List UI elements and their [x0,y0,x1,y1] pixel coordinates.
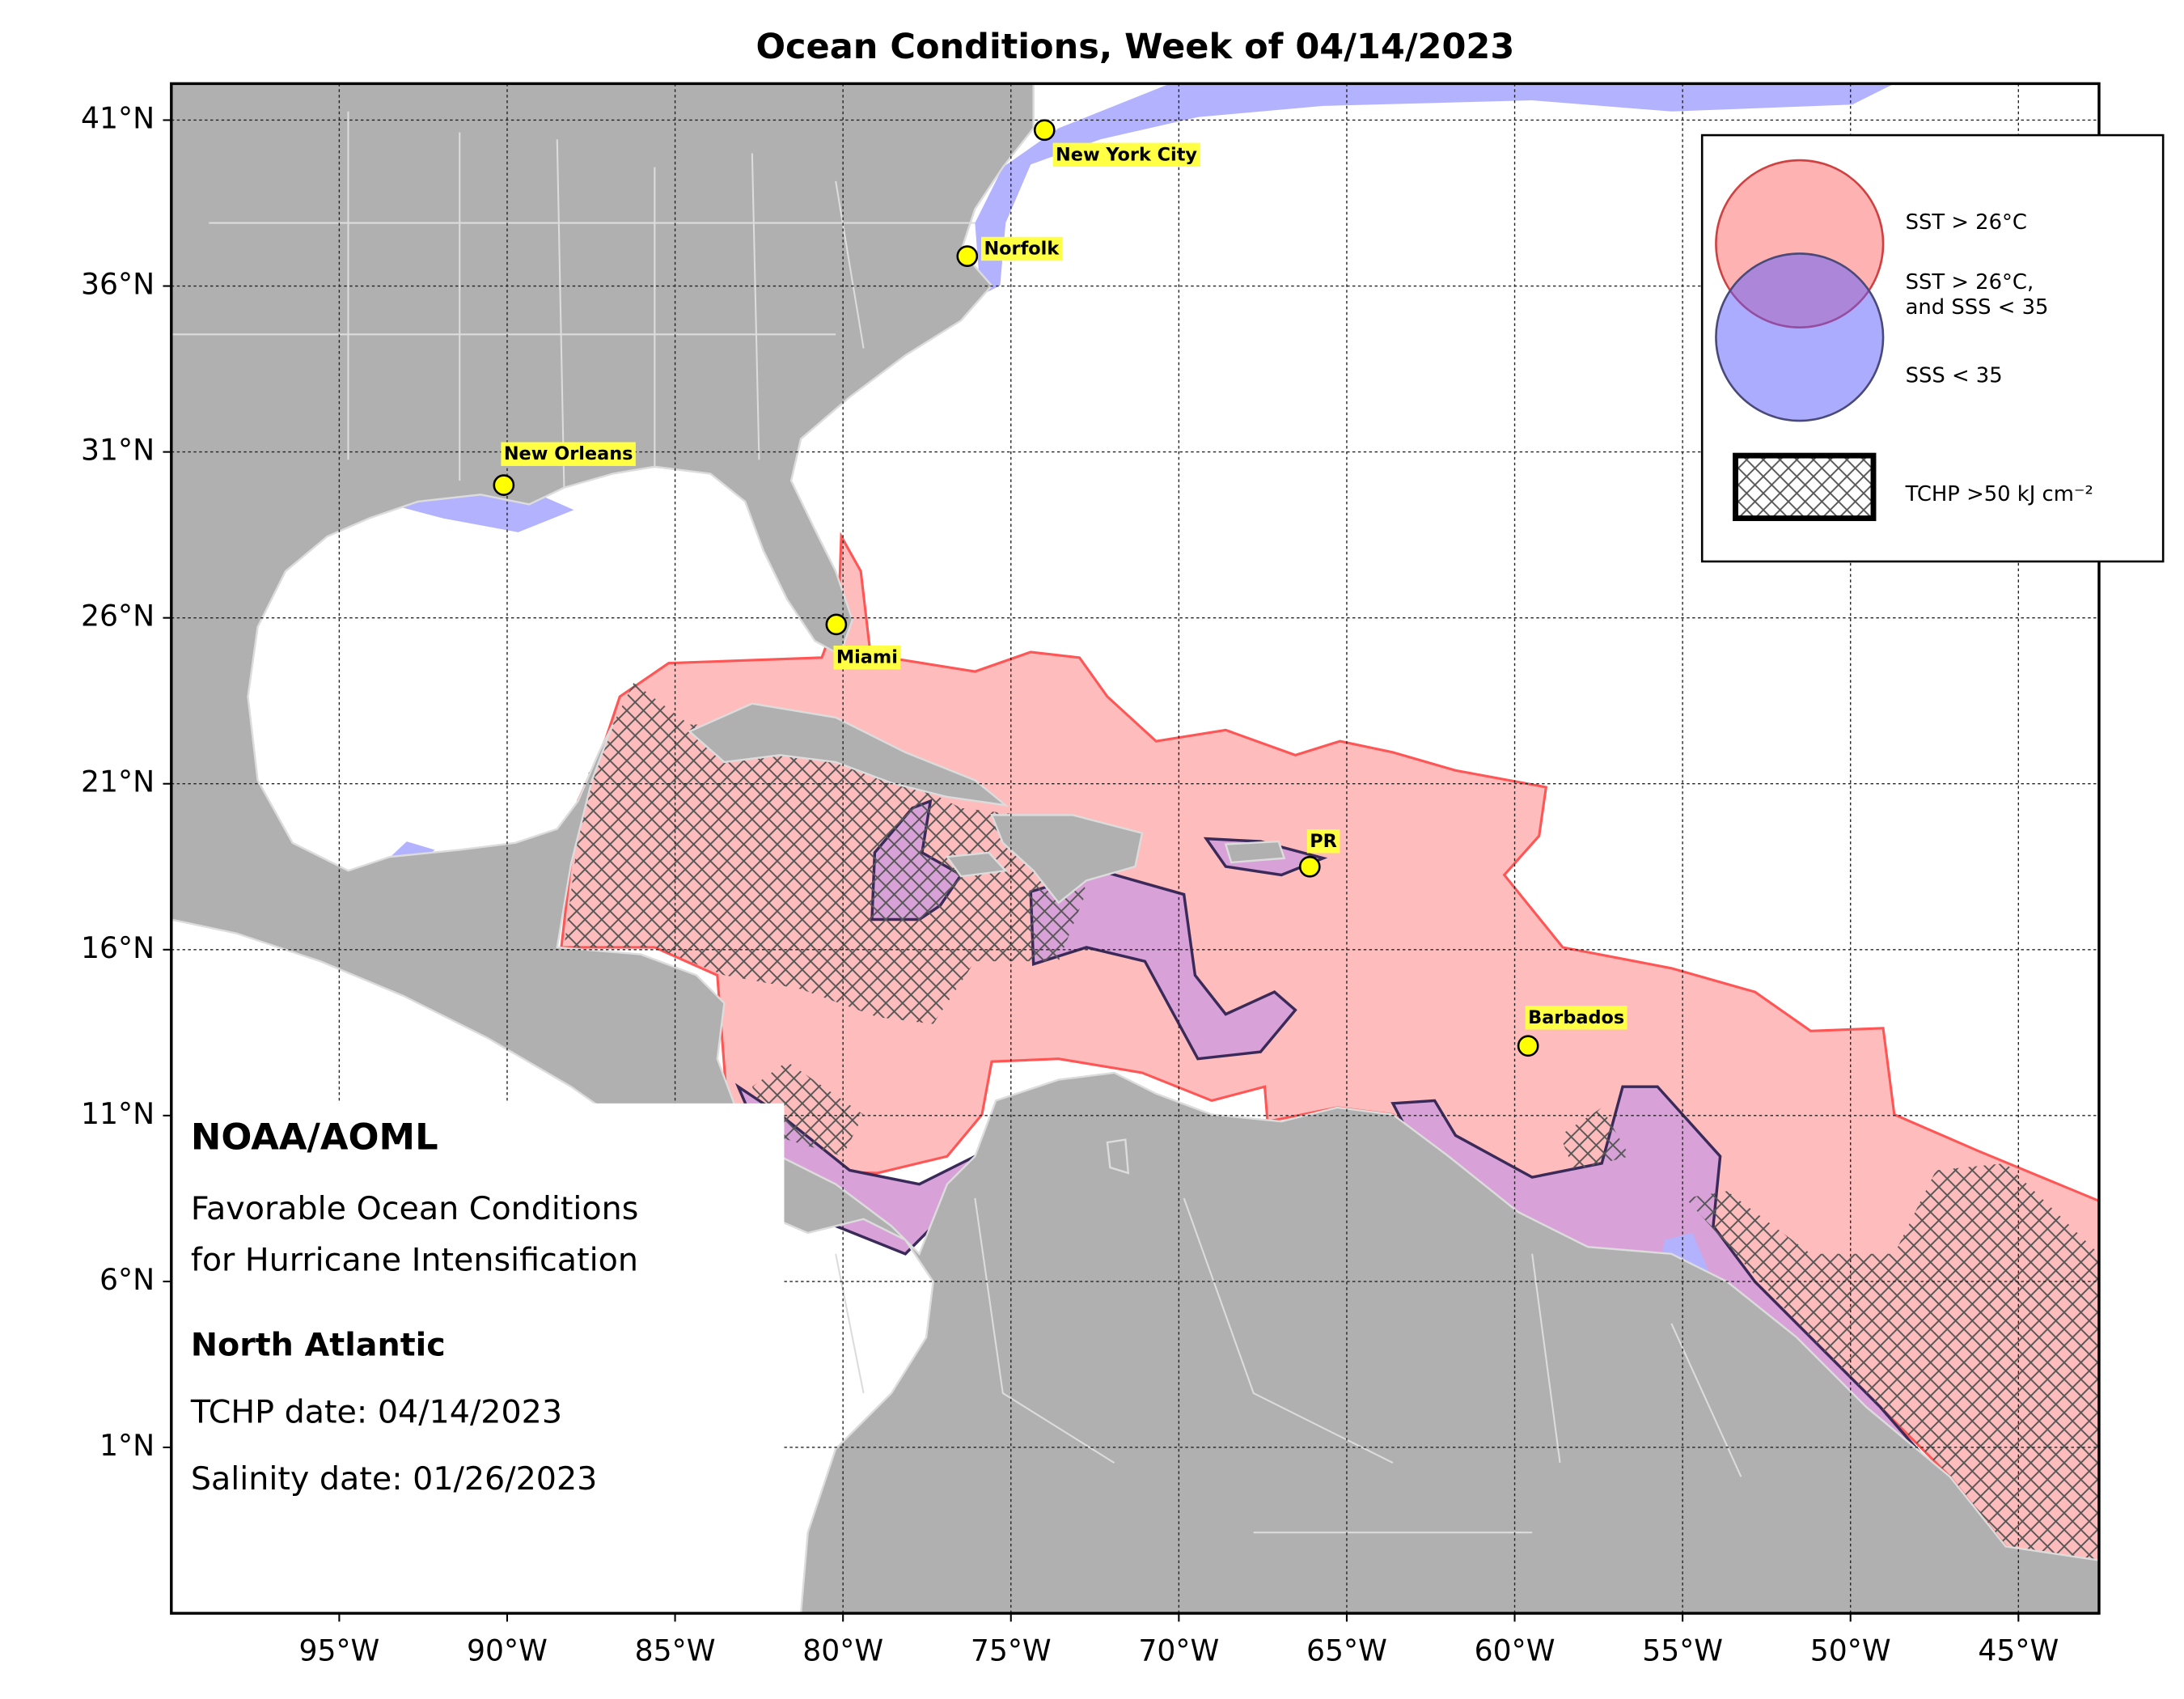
city-label-bg [833,645,901,670]
y-tick-label: 16°N [81,930,154,965]
tchp-date: TCHP date: 04/14/2023 [190,1393,562,1430]
y-tick-label: 6°N [99,1262,154,1297]
y-tick-label: 1°N [99,1428,154,1463]
y-tick-label: 21°N [81,765,154,799]
legend-label: SST > 26°C [1906,210,2027,235]
land-mass [171,83,2099,1614]
sss-region [975,83,1894,296]
city-marker [825,613,848,636]
city-label: Miami [836,647,898,668]
city-marker [1517,1035,1539,1057]
y-tick-label: 36°N [81,267,154,302]
jamaica [945,851,1008,878]
subtitle-line: Favorable Ocean Conditions [191,1190,638,1227]
city-marker [1033,119,1056,142]
city-label: PR [1310,831,1337,852]
puerto-rico [1224,840,1286,864]
x-tick-label: 85°W [635,1633,716,1667]
city-label-bg [501,442,636,466]
annotation-box [171,1103,785,1614]
city-marker [493,474,515,496]
salinity-date: Salinity date: 01/26/2023 [191,1460,597,1498]
region-label: North Atlantic [191,1327,446,1364]
map-frame [170,82,2101,1615]
tchp-region [564,682,1087,1024]
borders [171,111,1742,1534]
city-label-bg [1052,142,1200,167]
y-tick-label: 31°N [81,433,154,468]
x-tick-label: 60°W [1475,1633,1555,1667]
x-tick-label: 50°W [1810,1633,1891,1667]
city-label: New Orleans [504,443,633,464]
x-tick-label: 45°W [1978,1633,2059,1667]
org-label: NOAA/AOML [191,1116,438,1159]
city-label-bg [981,236,1063,261]
x-tick-label: 65°W [1306,1633,1387,1667]
sst-sss-region [1029,869,1297,1061]
y-tick-label: 26°N [81,599,154,633]
trinidad [1106,1138,1130,1175]
city-marker [956,245,979,267]
city-label-bg [1306,829,1340,854]
legend-label: SSS < 35 [1906,363,2003,388]
city-label: New York City [1056,144,1197,165]
cuba [688,702,1009,807]
x-tick-label: 95°W [298,1633,379,1667]
city-label-bg [1525,1006,1627,1030]
legend-label: SST > 26°C, [1906,270,2034,294]
y-tick-label: 11°N [81,1096,154,1131]
y-tick-label: 41°N [81,100,154,135]
subtitle-line: for Hurricane Intensification [191,1242,638,1279]
tchp-region [1685,1163,2099,1574]
x-tick-label: 70°W [1138,1633,1219,1667]
grid [171,83,2099,1614]
legend-tchp-swatch [1733,452,1877,522]
legend-sss-swatch [1715,252,1885,422]
legend-label: TCHP >50 kJ cm⁻² [1905,482,2093,506]
x-tick-label: 75°W [971,1633,1052,1667]
axis-ticks: 95°W 90°W 85°W 80°W 75°W 70°W 65°W 60°W 55°W 50°W… [81,100,2059,1667]
x-tick-label: 80°W [802,1633,883,1667]
x-tick-label: 90°W [467,1633,548,1667]
legend: SST > 26°C SST > 26°C, and SSS < 35 SSS … [1700,133,2165,563]
city-label: Barbados [1528,1007,1624,1028]
x-tick-label: 55°W [1642,1633,1723,1667]
title: Ocean Conditions, Week of 04/14/2023 [756,27,1514,67]
cities: New York City Norfolk New Orleans Miami PR Ba… [493,119,1627,1057]
city-marker [1298,855,1321,878]
hispaniola [990,814,1144,905]
city-label: Norfolk [984,239,1060,260]
legend-label: and SSS < 35 [1906,295,2049,320]
tchp-regions [564,682,2099,1574]
tchp-region [1560,1107,1630,1171]
